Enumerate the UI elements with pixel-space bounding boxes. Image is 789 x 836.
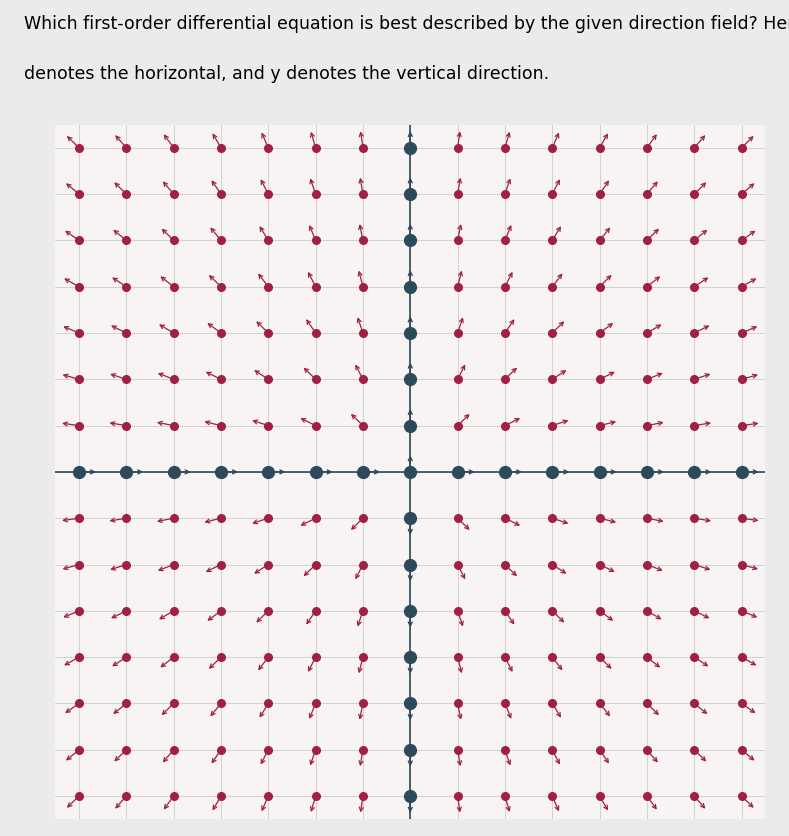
Text: Which first-order differential equation is best described by the given direction: Which first-order differential equation …: [24, 15, 789, 33]
Text: denotes the horizontal, and y denotes the vertical direction.: denotes the horizontal, and y denotes th…: [24, 65, 549, 84]
